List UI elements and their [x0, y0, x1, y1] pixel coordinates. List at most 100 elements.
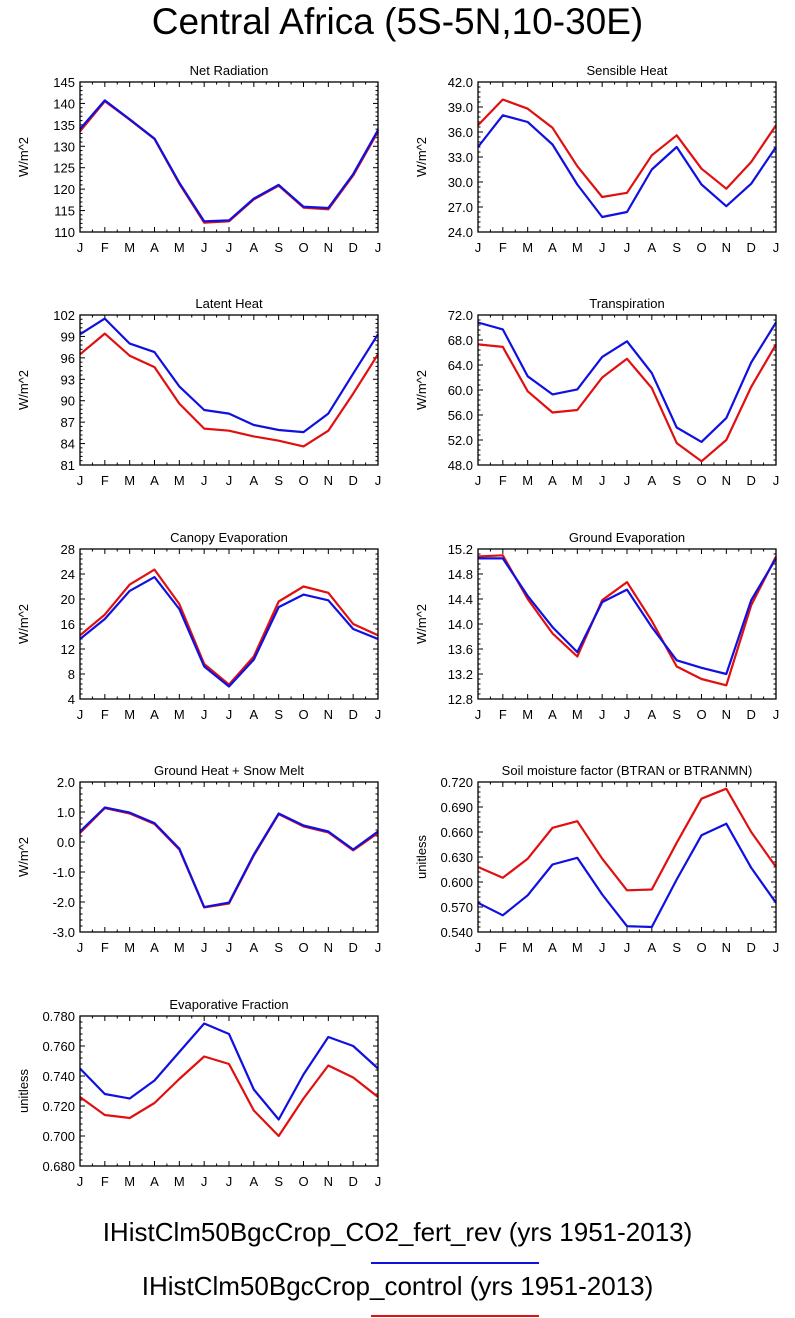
y-tick-label: 30.0 — [448, 175, 473, 190]
x-tick-label: A — [548, 473, 557, 488]
y-tick-label: 27.0 — [448, 200, 473, 215]
x-tick-label: J — [375, 473, 382, 488]
y-tick-label: 42.0 — [448, 75, 473, 90]
y-tick-label: 81 — [61, 458, 75, 473]
legend-swatch-fert-rev — [371, 1262, 539, 1264]
y-tick-label: 13.6 — [448, 642, 473, 657]
x-tick-label: M — [174, 473, 185, 488]
x-tick-label: O — [696, 240, 706, 255]
x-tick-label: M — [522, 473, 533, 488]
x-tick-label: J — [624, 473, 631, 488]
x-tick-label: D — [746, 707, 755, 722]
series-line-ihistclm50bgccrop-control — [477, 787, 777, 892]
y-tick-label: 0.720 — [440, 775, 473, 790]
x-tick-label: M — [174, 707, 185, 722]
x-tick-label: A — [647, 240, 656, 255]
x-tick-label: M — [572, 940, 583, 955]
y-axis-label: unitless — [414, 834, 429, 879]
x-tick-label: J — [77, 707, 84, 722]
page-title: Central Africa (5S-5N,10-30E) — [151, 1, 644, 42]
x-tick-label: J — [77, 940, 84, 955]
x-tick-label: A — [150, 707, 159, 722]
x-tick-label: F — [101, 707, 109, 722]
x-tick-label: A — [249, 473, 258, 488]
x-tick-label: S — [274, 240, 283, 255]
y-tick-label: 20 — [61, 592, 75, 607]
y-tick-label: -3.0 — [53, 925, 75, 940]
plot-frame — [79, 81, 379, 233]
x-tick-label: M — [124, 240, 135, 255]
y-tick-label: 0.540 — [440, 925, 473, 940]
x-tick-label: J — [599, 707, 606, 722]
legend-years-fert-rev: (yrs 1951-2013) — [501, 1217, 693, 1247]
x-tick-label: J — [375, 240, 382, 255]
series-line-ihistclm50bgccrop-co2-fert-rev — [79, 575, 379, 688]
y-tick-label: 13.2 — [448, 667, 473, 682]
x-tick-label: M — [572, 240, 583, 255]
plot-frame — [477, 81, 777, 233]
y-tick-label: 4 — [68, 692, 75, 707]
y-tick-label: 48.0 — [448, 458, 473, 473]
y-tick-label: -1.0 — [53, 865, 75, 880]
x-tick-label: M — [522, 240, 533, 255]
series-line-ihistclm50bgccrop-co2-fert-rev — [477, 114, 777, 219]
series-line-ihistclm50bgccrop-control — [79, 332, 379, 448]
x-tick-label: D — [746, 473, 755, 488]
y-tick-label: 115 — [54, 204, 75, 219]
x-tick-label: D — [348, 940, 357, 955]
x-tick-label: M — [572, 707, 583, 722]
y-tick-label: 60.0 — [448, 383, 473, 398]
y-tick-label: 24.0 — [448, 225, 473, 240]
y-tick-label: 0.660 — [440, 825, 473, 840]
legend-name-fert-rev: IHistClm50BgcCrop_CO2_fert_rev — [102, 1217, 502, 1247]
y-tick-label: 39.0 — [448, 100, 473, 115]
y-axis-label: unitless — [16, 1068, 31, 1113]
y-tick-label: 15.2 — [448, 542, 473, 557]
x-tick-label: O — [696, 473, 706, 488]
x-tick-label: J — [226, 473, 233, 488]
legend-entry-fert-rev: IHistClm50BgcCrop_CO2_fert_rev (yrs 1951… — [0, 1216, 795, 1248]
x-tick-label: O — [298, 940, 308, 955]
x-tick-label: O — [298, 707, 308, 722]
x-tick-label: M — [124, 473, 135, 488]
x-tick-label: A — [548, 707, 557, 722]
legend-years-control: (yrs 1951-2013) — [462, 1271, 654, 1301]
x-tick-label: J — [475, 707, 482, 722]
y-tick-label: 0.0 — [57, 835, 75, 850]
plot-frame — [79, 314, 379, 466]
legend-entry-control: IHistClm50BgcCrop_control (yrs 1951-2013… — [0, 1270, 795, 1302]
y-tick-label: 84 — [61, 437, 75, 452]
y-tick-label: 0.720 — [42, 1099, 75, 1114]
x-tick-label: N — [722, 473, 731, 488]
plot-frame — [477, 781, 777, 933]
x-tick-label: J — [201, 707, 208, 722]
x-tick-label: M — [174, 940, 185, 955]
x-tick-label: S — [672, 473, 681, 488]
x-tick-label: A — [249, 707, 258, 722]
series-line-ihistclm50bgccrop-co2-fert-rev — [79, 806, 379, 909]
y-tick-label: 93 — [61, 372, 75, 387]
series-line-ihistclm50bgccrop-control — [79, 1055, 379, 1138]
y-tick-label: 36.0 — [448, 125, 473, 140]
x-tick-label: J — [77, 473, 84, 488]
y-tick-label: 0.740 — [42, 1069, 75, 1084]
x-tick-label: M — [124, 707, 135, 722]
x-tick-label: M — [522, 707, 533, 722]
x-tick-label: N — [722, 240, 731, 255]
series-line-ihistclm50bgccrop-control — [477, 554, 777, 687]
x-tick-label: N — [722, 707, 731, 722]
x-tick-label: J — [624, 707, 631, 722]
y-tick-label: 0.600 — [440, 875, 473, 890]
x-tick-label: F — [101, 473, 109, 488]
x-tick-label: A — [548, 240, 557, 255]
x-tick-label: S — [274, 940, 283, 955]
x-tick-label: J — [201, 1174, 208, 1189]
x-tick-label: J — [375, 707, 382, 722]
panel-title: Canopy Evaporation — [170, 530, 288, 545]
x-tick-label: A — [249, 240, 258, 255]
series-line-ihistclm50bgccrop-co2-fert-rev — [478, 557, 777, 676]
x-tick-label: J — [773, 940, 780, 955]
plot-frame — [79, 781, 379, 933]
